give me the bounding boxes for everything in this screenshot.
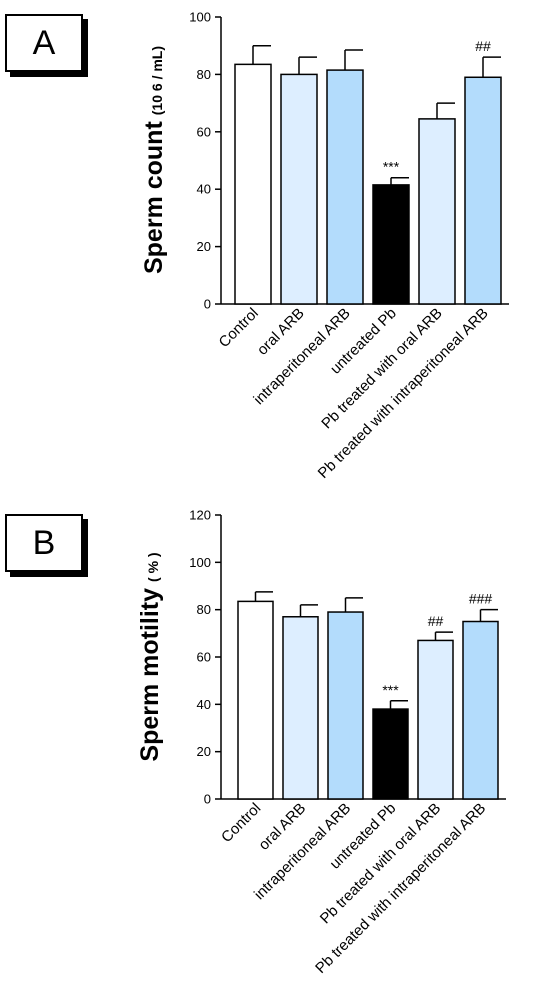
y-tick-label: 60	[197, 124, 211, 139]
y-tick-label: 20	[197, 744, 211, 759]
bar	[462, 620, 499, 800]
significance-marker: ##	[428, 613, 444, 629]
y-tick-label: 100	[189, 555, 211, 570]
bar	[280, 73, 318, 305]
bar	[464, 76, 502, 305]
y-axis-unit: ( % )	[145, 552, 161, 582]
bar	[234, 63, 272, 305]
bar	[417, 639, 454, 800]
y-axis-label: Sperm count (10 6 / mL)	[140, 46, 168, 274]
y-tick-label: 20	[197, 239, 211, 254]
y-tick-label: 100	[189, 10, 211, 25]
y-tick-label: 80	[197, 67, 211, 82]
y-tick-label: 120	[189, 508, 211, 523]
bar	[326, 69, 364, 305]
bar	[282, 616, 319, 800]
y-axis-title: Sperm motility	[136, 588, 164, 762]
y-axis-unit: (10 6 / mL)	[149, 46, 165, 115]
y-tick-label: 40	[197, 697, 211, 712]
y-tick-label: 0	[204, 297, 211, 312]
significance-marker: ###	[469, 591, 493, 607]
bar	[372, 184, 410, 305]
bar	[237, 600, 274, 800]
y-tick-label: 80	[197, 602, 211, 617]
y-axis-title: Sperm count	[140, 121, 168, 274]
bar	[327, 611, 364, 800]
y-tick-label: 0	[204, 792, 211, 807]
significance-marker: ***	[382, 682, 399, 698]
y-tick-label: 40	[197, 182, 211, 197]
significance-marker: ***	[383, 159, 400, 175]
panel-label-a: A	[5, 14, 83, 72]
bar	[372, 708, 409, 800]
panel-label-b: B	[5, 514, 83, 572]
significance-marker: ##	[475, 38, 491, 54]
y-tick-label: 60	[197, 650, 211, 665]
bar	[418, 118, 456, 305]
y-axis-label: Sperm motility ( % )	[136, 552, 164, 761]
